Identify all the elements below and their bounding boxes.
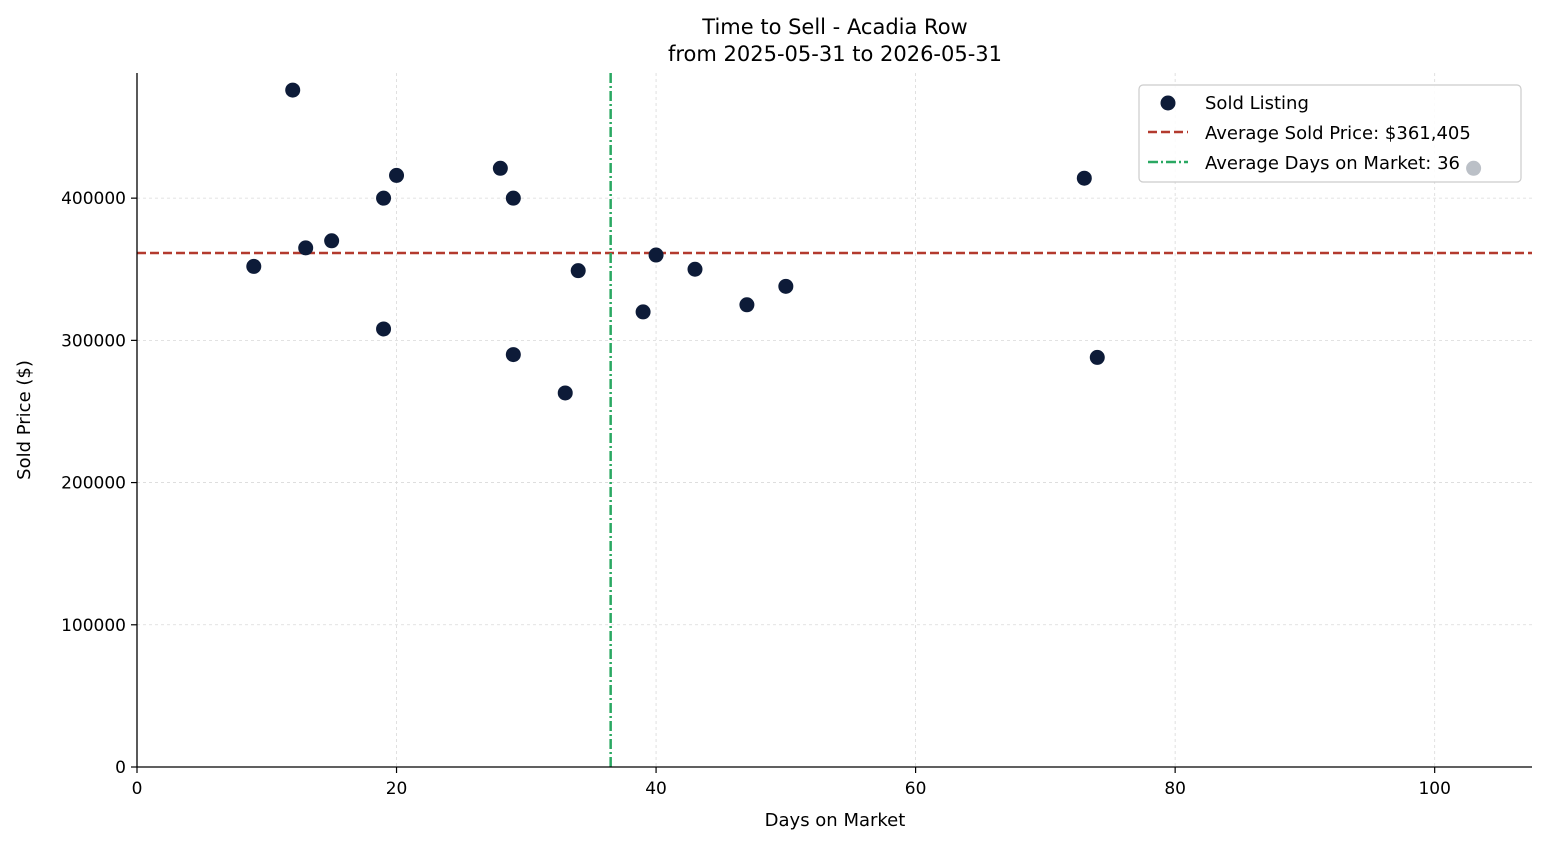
- data-point: [1076, 170, 1092, 186]
- data-point: [298, 240, 314, 256]
- data-point: [246, 258, 262, 274]
- data-point: [1089, 349, 1105, 365]
- y-tick-label: 0: [115, 758, 126, 778]
- y-tick-label: 400000: [61, 189, 126, 209]
- data-point: [739, 297, 755, 313]
- axes: [136, 73, 1532, 768]
- data-point: [570, 263, 586, 279]
- data-point: [687, 261, 703, 277]
- data-point: [324, 233, 340, 249]
- y-tick-label: 300000: [61, 331, 126, 351]
- data-point: [505, 190, 521, 206]
- data-point: [376, 321, 392, 337]
- legend-box: [1138, 84, 1522, 183]
- grid-lines: [137, 73, 1532, 767]
- data-point: [492, 160, 508, 176]
- data-point: [778, 278, 794, 294]
- legend-marker-sold-listing: [1160, 95, 1176, 111]
- data-point: [376, 190, 392, 206]
- x-tick-label: 100: [1418, 779, 1450, 799]
- data-point: [505, 347, 521, 363]
- x-tick-label: 0: [132, 779, 143, 799]
- chart-subtitle: from 2025-05-31 to 2026-05-31: [668, 42, 1002, 66]
- tick-marks: 0 20 40 60 80 100 0 100000 200000 300000 400000: [61, 189, 1451, 799]
- x-axis-label: Days on Market: [765, 810, 906, 831]
- legend-label-avg-price: Average Sold Price: $361,405: [1205, 123, 1471, 144]
- chart-legend: Sold Listing Average Sold Price: $361,40…: [1138, 84, 1522, 183]
- data-point: [557, 385, 573, 401]
- chart-title: Time to Sell - Acadia Row: [701, 15, 967, 39]
- legend-label-sold-listing: Sold Listing: [1205, 93, 1309, 114]
- data-point: [635, 304, 651, 320]
- legend-label-avg-days: Average Days on Market: 36: [1205, 153, 1460, 174]
- x-tick-label: 60: [905, 779, 927, 799]
- data-point-behind-legend: [1466, 160, 1482, 176]
- data-point: [648, 247, 664, 263]
- overlay-points: [1466, 160, 1482, 176]
- reference-lines: [137, 73, 1532, 767]
- y-axis-label: Sold Price ($): [14, 360, 35, 480]
- x-tick-label: 20: [386, 779, 408, 799]
- x-tick-label: 80: [1164, 779, 1186, 799]
- x-tick-label: 40: [645, 779, 667, 799]
- y-tick-label: 200000: [61, 474, 126, 494]
- y-tick-label: 100000: [61, 616, 126, 636]
- data-point: [285, 82, 301, 98]
- data-point: [389, 167, 405, 183]
